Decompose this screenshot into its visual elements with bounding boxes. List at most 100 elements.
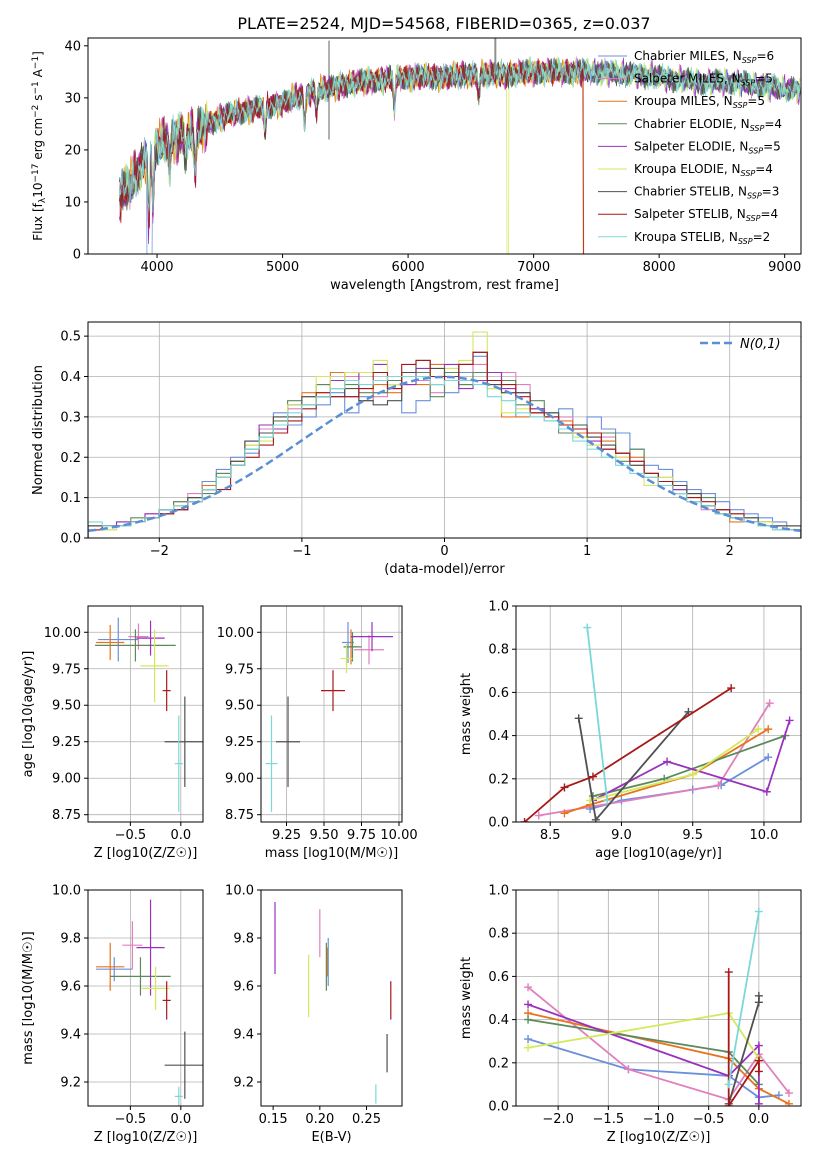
x-axis-label: mass [log10(M/M☉)] (265, 846, 398, 861)
y-tick-label: 10.00 (44, 626, 81, 641)
y-tick-label: 9.2 (60, 1076, 81, 1091)
x-tick-label: −2 (150, 544, 169, 559)
weight-marker (583, 623, 592, 632)
y-axis-label: Normed distribution (31, 365, 46, 495)
x-tick-label: 0.20 (305, 1112, 334, 1127)
x-axis-label: (data-model)/error (384, 562, 505, 577)
y-tick-label: 9.50 (52, 699, 81, 714)
weight-line (727, 972, 760, 1106)
legend-text-part: SSP (750, 124, 765, 133)
y-tick-label: 8.75 (225, 808, 254, 823)
y-tick-label: 0.8 (488, 927, 509, 942)
y-tick-label: 0.0 (488, 816, 509, 831)
legend-entry: Salpeter MILES, NSSP=5 (634, 72, 773, 88)
x-tick-label: 0.0 (170, 828, 191, 843)
x-tick-label: 9.50 (310, 828, 339, 843)
plot-area (88, 331, 801, 538)
legend-text-part: SSP (746, 214, 761, 223)
weight-marker (524, 1043, 533, 1052)
weight-marker (520, 818, 529, 822)
x-axis-label: E(B-V) (311, 1130, 351, 1145)
weight-marker (524, 1015, 533, 1024)
weight-marker (765, 699, 774, 708)
legend-text-part: Kroupa ELODIE, N (634, 162, 741, 176)
x-tick-label: 9.5 (682, 828, 703, 843)
age-vs-metallicity-panel: −0.5 0.0 8.75 9.00 9.25 9.50 9.75 10.00 Z [log10… (21, 605, 204, 861)
y-tick-label: 0 (73, 248, 81, 263)
legend-text-part: Chabrier STELIB, N (634, 185, 747, 199)
weight-marker (754, 991, 763, 1000)
y-tick-label: 9.8 (233, 932, 254, 947)
weight-marker (762, 787, 771, 796)
y-axis-label: age [log10(age/yr)] (21, 651, 36, 778)
legend-text-part: =2 (753, 230, 771, 244)
weight-marker (574, 714, 583, 723)
x-tick-label: 10.00 (380, 828, 417, 843)
y-tick-label: 0.4 (60, 370, 81, 385)
figure-title: PLATE=2524, MJD=54568, FIBERID=0365, z=0… (237, 14, 650, 33)
x-tick-label: 9.0 (611, 828, 632, 843)
axes-frame (87, 605, 204, 823)
x-tick-label: 9.75 (347, 828, 376, 843)
legend-text-part: SSP (748, 146, 763, 155)
plot-area (96, 899, 203, 1106)
x-tick-label: −1.0 (643, 1112, 675, 1127)
weight-marker (714, 781, 723, 790)
legend-text-part: =6 (756, 49, 774, 63)
x-tick-label: 0.0 (170, 1112, 191, 1127)
legend-text-part: =5 (755, 72, 773, 86)
legend-text-part: Salpeter ELODIE, N (634, 139, 748, 153)
y-tick-label: 0.4 (488, 1013, 509, 1028)
y-axis-label-part: −2 (31, 105, 41, 118)
spectrum-panel: 4000 5000 6000 7000 8000 9000 0 10 20 30 40 wavelen… (31, 37, 802, 293)
weight-marker (727, 684, 736, 693)
plot-area (119, 38, 801, 254)
legend-entry: Kroupa MILES, NSSP=5 (634, 94, 765, 110)
x-axis-label: Z [log10(Z/Z☉)] (94, 846, 198, 861)
y-tick-label: 8.75 (52, 808, 81, 823)
weight-marker (663, 757, 672, 766)
legend-entry: Kroupa ELODIE, NSSP=4 (634, 162, 773, 178)
weight-line (564, 728, 769, 815)
weight-marker (688, 770, 697, 779)
y-axis-label-part: 10 (31, 183, 45, 198)
legend-text-part: SSP (741, 79, 756, 88)
weight-marker (754, 1067, 763, 1076)
legend-entry: Salpeter ELODIE, NSSP=5 (634, 139, 781, 155)
age-vs-mass-panel: 9.25 9.50 9.75 10.00 8.75 9.00 9.25 9.50 9.75 10.… (217, 605, 418, 861)
y-axis-label-part: ] (31, 51, 45, 56)
x-axis-label: Z [log10(Z/Z☉)] (94, 1130, 198, 1145)
legend-text-part: SSP (742, 56, 757, 65)
x-axis-label: Z [log10(Z/Z☉)] (607, 1130, 711, 1145)
x-tick-label: 6000 (392, 260, 425, 275)
y-tick-label: 9.00 (52, 772, 81, 787)
weight-marker (764, 753, 773, 762)
y-tick-label: 0.0 (488, 1100, 509, 1115)
weight-marker (724, 1080, 733, 1089)
y-tick-label: 9.6 (60, 980, 81, 995)
x-tick-label: 9.25 (272, 828, 301, 843)
y-axis-label: mass weight (459, 673, 474, 755)
y-axis-label-part: s (31, 95, 45, 105)
y-axis-label-part: −1 (31, 56, 41, 69)
weight-marker (754, 907, 763, 916)
y-tick-label: 30 (64, 91, 81, 106)
axes-frame (260, 889, 403, 1107)
y-tick-label: 0.6 (488, 970, 509, 985)
legend-text-part: =5 (747, 94, 765, 108)
y-tick-label: 20 (64, 143, 81, 158)
x-axis-label: wavelength [Angstrom, rest frame] (330, 278, 559, 293)
weight-marker (524, 1000, 533, 1009)
y-tick-label: 0.1 (60, 491, 81, 506)
legend-text-part: SSP (747, 192, 762, 201)
weight-marker (591, 815, 600, 822)
weight-marker (624, 1065, 633, 1074)
weight-marker (764, 725, 773, 734)
axes-frame (87, 889, 204, 1107)
x-tick-label: −1.5 (593, 1112, 625, 1127)
weight-marker (560, 809, 569, 818)
legend-text-part: =5 (763, 139, 781, 153)
histogram-steps (88, 375, 801, 538)
weight-marker (588, 772, 597, 781)
